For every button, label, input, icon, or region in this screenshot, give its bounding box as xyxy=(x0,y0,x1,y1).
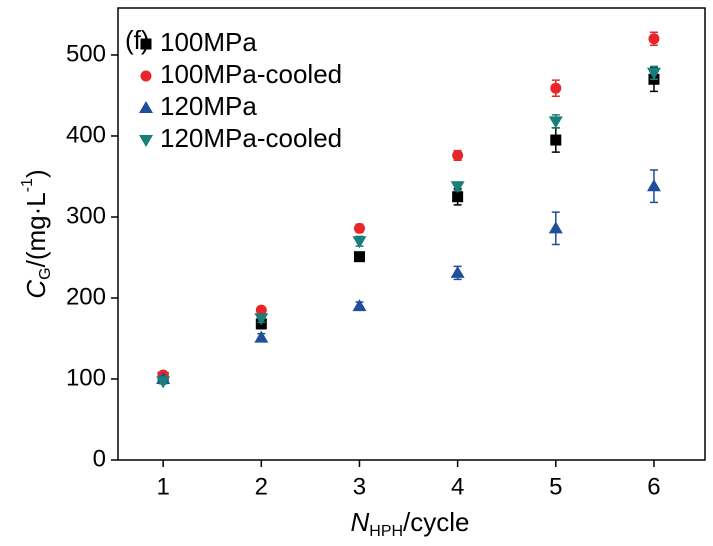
plot-frame xyxy=(117,7,706,461)
legend-marker xyxy=(139,135,153,147)
data-point xyxy=(548,221,563,234)
data-point xyxy=(550,82,562,94)
data-point xyxy=(648,33,660,45)
data-point xyxy=(548,116,563,129)
data-point xyxy=(452,191,464,203)
y-tick-label: 200 xyxy=(66,283,106,310)
data-point xyxy=(353,222,365,234)
y-tick-label: 300 xyxy=(66,202,106,229)
legend-label: 120MPa xyxy=(160,91,257,121)
data-point xyxy=(550,134,562,146)
x-tick-label: 4 xyxy=(451,473,464,500)
y-tick-label: 400 xyxy=(66,121,106,148)
data-point xyxy=(352,236,367,249)
legend-marker xyxy=(140,70,152,82)
legend-marker xyxy=(139,101,153,113)
data-point xyxy=(254,330,269,343)
data-point xyxy=(353,251,365,263)
data-point xyxy=(452,149,464,161)
data-point xyxy=(352,299,367,312)
x-tick-label: 5 xyxy=(549,473,562,500)
data-point xyxy=(255,304,267,316)
y-tick-label: 0 xyxy=(93,445,106,472)
x-axis-label: NHPH/cycle xyxy=(350,507,469,540)
legend-label: 100MPa-cooled xyxy=(160,59,342,89)
data-point xyxy=(254,313,269,326)
legend-marker xyxy=(140,38,152,50)
y-axis-label: CG/(mg·L-1) xyxy=(19,169,54,298)
data-point xyxy=(156,376,171,389)
x-tick-label: 3 xyxy=(353,473,366,500)
legend-label: 120MPa-cooled xyxy=(160,123,342,153)
data-point xyxy=(646,179,661,192)
y-tick-label: 100 xyxy=(66,364,106,391)
x-tick-label: 2 xyxy=(255,473,268,500)
legend-label: 100MPa xyxy=(160,27,257,57)
data-point xyxy=(450,265,465,278)
data-point xyxy=(450,181,465,194)
y-tick-label: 500 xyxy=(66,40,106,67)
x-tick-label: 6 xyxy=(647,473,660,500)
data-point xyxy=(646,67,661,80)
x-tick-label: 1 xyxy=(156,473,169,500)
